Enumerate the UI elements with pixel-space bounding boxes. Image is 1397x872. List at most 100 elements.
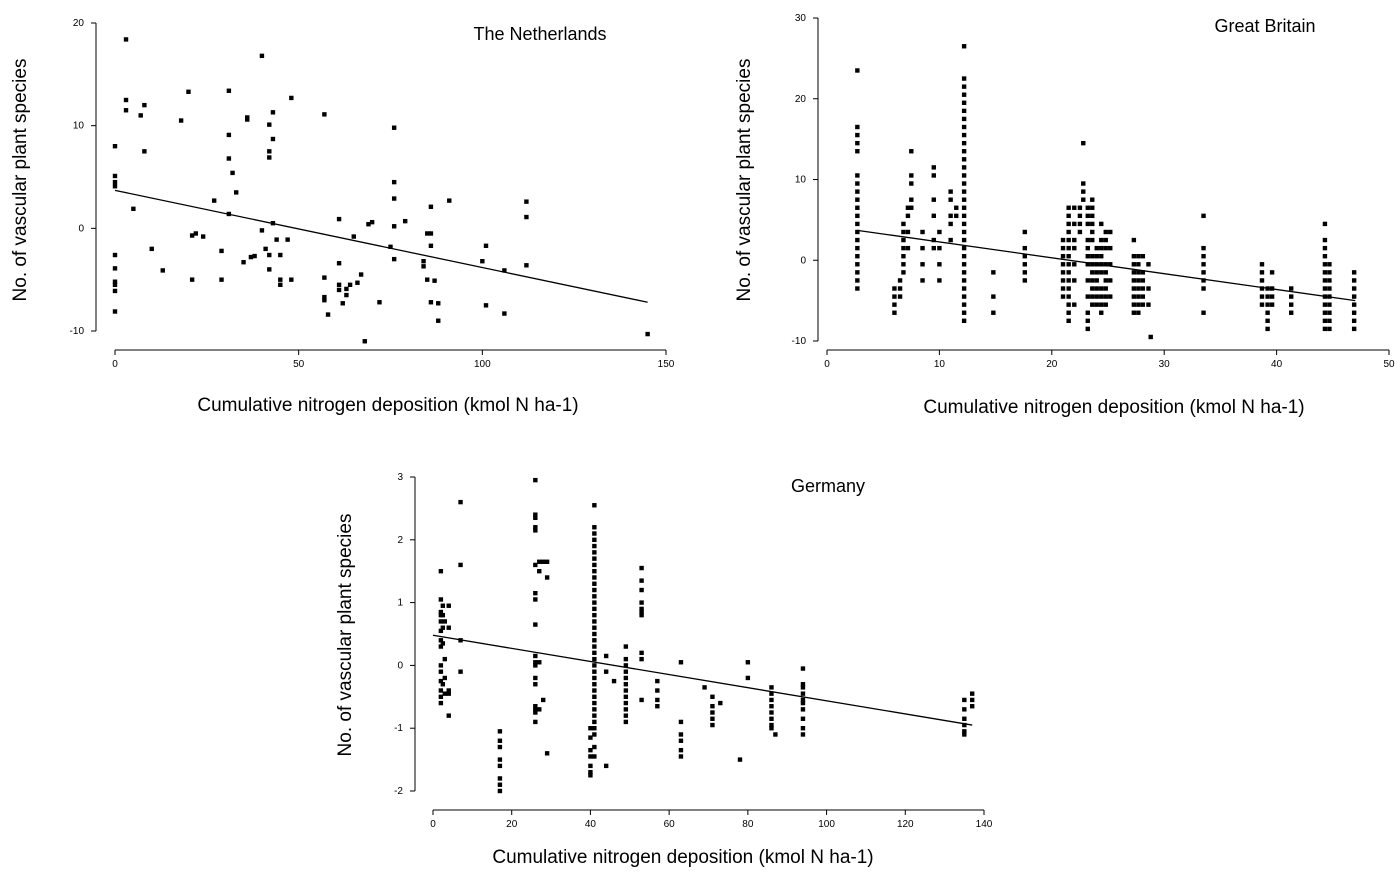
- data-point: [592, 525, 597, 530]
- data-point: [961, 278, 967, 283]
- x-tick-label: 30: [1159, 359, 1171, 370]
- data-point: [336, 282, 342, 287]
- data-point: [1094, 302, 1099, 307]
- data-point: [855, 278, 860, 283]
- data-point: [710, 704, 715, 709]
- data-point: [248, 254, 254, 260]
- data-point: [588, 726, 593, 731]
- data-point: [901, 237, 906, 243]
- data-point: [123, 37, 129, 42]
- data-point: [1146, 302, 1151, 307]
- data-point: [655, 688, 660, 693]
- data-point: [961, 318, 967, 324]
- data-point: [1072, 302, 1077, 307]
- data-point: [1131, 302, 1137, 307]
- data-point: [1066, 245, 1071, 251]
- data-point: [592, 625, 597, 630]
- data-point: [592, 682, 597, 687]
- data-point: [533, 597, 538, 602]
- data-point: [948, 197, 953, 202]
- data-point: [1081, 189, 1086, 194]
- data-point: [1099, 294, 1104, 299]
- data-point: [226, 132, 232, 138]
- x-tick-label: 60: [664, 819, 676, 830]
- data-point: [1322, 326, 1328, 332]
- data-point: [1090, 286, 1095, 291]
- data-point: [446, 688, 451, 693]
- data-point: [322, 112, 327, 117]
- data-point: [745, 660, 751, 665]
- data-point: [769, 697, 774, 703]
- data-point: [391, 196, 397, 201]
- data-point: [961, 189, 967, 194]
- x-tick-label: 20: [506, 819, 518, 830]
- data-point: [745, 675, 751, 681]
- data-point: [1099, 221, 1104, 227]
- data-point: [1077, 221, 1083, 227]
- data-point: [800, 682, 806, 687]
- data-point: [1103, 262, 1108, 267]
- x-axis-label: Cumulative nitrogen deposition (kmol N h…: [923, 397, 1304, 418]
- data-point: [991, 294, 996, 299]
- data-point: [1289, 286, 1294, 291]
- data-point: [1103, 286, 1108, 291]
- data-point: [1094, 278, 1099, 283]
- data-point: [1094, 245, 1099, 251]
- data-point: [1322, 278, 1328, 283]
- data-point: [710, 722, 715, 728]
- data-point: [592, 719, 597, 725]
- data-point: [1322, 262, 1328, 267]
- data-point: [592, 600, 597, 605]
- data-point: [892, 294, 897, 299]
- data-point: [186, 89, 191, 94]
- data-point: [1140, 254, 1146, 259]
- data-point: [112, 266, 118, 271]
- data-point: [954, 205, 959, 210]
- data-point: [436, 318, 441, 323]
- data-point: [855, 286, 860, 291]
- data-point: [278, 277, 283, 282]
- data-point: [497, 757, 503, 762]
- data-point: [544, 751, 550, 756]
- data-point: [1136, 294, 1141, 299]
- data-point: [1131, 270, 1137, 275]
- data-point: [611, 678, 617, 684]
- data-point: [1201, 213, 1206, 219]
- data-point: [1060, 270, 1066, 275]
- data-point: [931, 165, 936, 170]
- y-tick-label: 10: [795, 175, 807, 186]
- data-point: [931, 173, 936, 178]
- data-point: [1090, 254, 1095, 259]
- data-point: [160, 268, 165, 273]
- data-point: [592, 754, 597, 759]
- scatter-plot-great-britain: 0 10 20 30 40 50 -10 0 10 20 30 Great Britain Cumu…: [734, 13, 1395, 418]
- data-point: [1201, 245, 1206, 251]
- data-point: [219, 248, 224, 254]
- data-point: [1066, 221, 1071, 227]
- data-point: [1327, 326, 1332, 332]
- data-point: [123, 97, 129, 103]
- data-point: [592, 669, 597, 674]
- data-point: [421, 258, 426, 264]
- data-point: [892, 286, 897, 291]
- data-point: [1060, 262, 1066, 267]
- data-point: [1090, 294, 1095, 299]
- data-point: [905, 245, 911, 251]
- data-point: [1085, 254, 1090, 259]
- data-point: [855, 68, 860, 73]
- data-point: [1136, 262, 1141, 267]
- data-point: [1066, 318, 1071, 324]
- data-point: [533, 653, 538, 659]
- data-point: [1066, 213, 1071, 219]
- data-point: [1094, 286, 1099, 291]
- data-point: [603, 763, 609, 769]
- data-point: [961, 245, 967, 251]
- data-point: [1090, 237, 1095, 243]
- data-point: [1077, 205, 1083, 210]
- data-point: [961, 181, 967, 186]
- data-point: [1066, 294, 1071, 299]
- data-point: [855, 213, 860, 219]
- data-point: [1351, 294, 1357, 299]
- data-point: [537, 559, 542, 564]
- data-point: [1289, 310, 1294, 315]
